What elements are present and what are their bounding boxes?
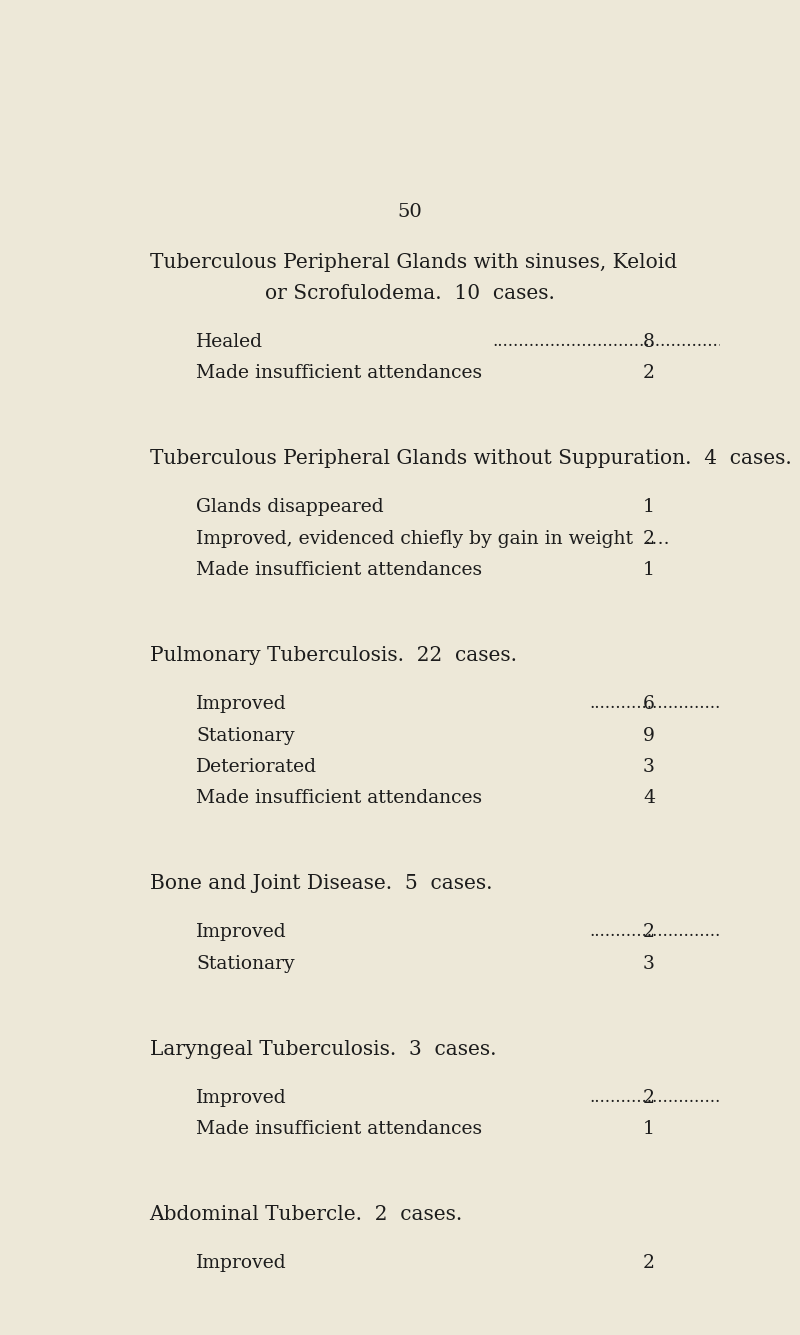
Text: Tuberculous Peripheral Glands with sinuses, Keloid: Tuberculous Peripheral Glands with sinus… (150, 252, 677, 272)
Text: 1: 1 (643, 498, 655, 517)
Text: ................................................................................: ........................................… (590, 696, 800, 713)
Text: 3: 3 (643, 955, 655, 973)
Text: or Scrofulodema.  10  cases.: or Scrofulodema. 10 cases. (265, 283, 555, 303)
Text: ................................................................................: ........................................… (492, 332, 800, 350)
Text: 6: 6 (643, 696, 655, 713)
Text: Pulmonary Tuberculosis.  22  cases.: Pulmonary Tuberculosis. 22 cases. (150, 646, 517, 665)
Text: Made insufficient attendances: Made insufficient attendances (196, 789, 482, 808)
Text: ................................................................................: ........................................… (590, 924, 800, 940)
Text: 2: 2 (643, 364, 655, 382)
Text: Healed: Healed (196, 332, 263, 351)
Text: 1: 1 (643, 561, 655, 579)
Text: Tuberculous Peripheral Glands without Suppuration.  4  cases.: Tuberculous Peripheral Glands without Su… (150, 449, 791, 469)
Text: 2: 2 (643, 530, 655, 547)
Text: 4: 4 (643, 789, 655, 808)
Text: Laryngeal Tuberculosis.  3  cases.: Laryngeal Tuberculosis. 3 cases. (150, 1040, 496, 1059)
Text: Bone and Joint Disease.  5  cases.: Bone and Joint Disease. 5 cases. (150, 874, 492, 893)
Text: 8: 8 (643, 332, 655, 351)
Text: Stationary: Stationary (196, 726, 294, 745)
Text: Glands disappeared: Glands disappeared (196, 498, 384, 517)
Text: Deteriorated: Deteriorated (196, 758, 317, 776)
Text: 2: 2 (643, 1089, 655, 1107)
Text: Abdominal Tubercle.  2  cases.: Abdominal Tubercle. 2 cases. (150, 1206, 463, 1224)
Text: 1: 1 (643, 1120, 655, 1139)
Text: Improved: Improved (196, 1255, 286, 1272)
Text: Stationary: Stationary (196, 955, 294, 973)
Text: Made insufficient attendances: Made insufficient attendances (196, 1120, 482, 1139)
Text: 3: 3 (643, 758, 655, 776)
Text: Improved, evidenced chiefly by gain in weight  ….: Improved, evidenced chiefly by gain in w… (196, 530, 670, 547)
Text: 2: 2 (643, 924, 655, 941)
Text: Improved: Improved (196, 696, 286, 713)
Text: 9: 9 (643, 726, 655, 745)
Text: Improved: Improved (196, 1089, 286, 1107)
Text: 50: 50 (398, 203, 422, 222)
Text: 2: 2 (643, 1255, 655, 1272)
Text: ................................................................................: ........................................… (590, 1255, 800, 1271)
Text: Made insufficient attendances: Made insufficient attendances (196, 364, 482, 382)
Text: Made insufficient attendances: Made insufficient attendances (196, 561, 482, 579)
Text: ................................................................................: ........................................… (590, 1089, 800, 1105)
Text: Improved: Improved (196, 924, 286, 941)
